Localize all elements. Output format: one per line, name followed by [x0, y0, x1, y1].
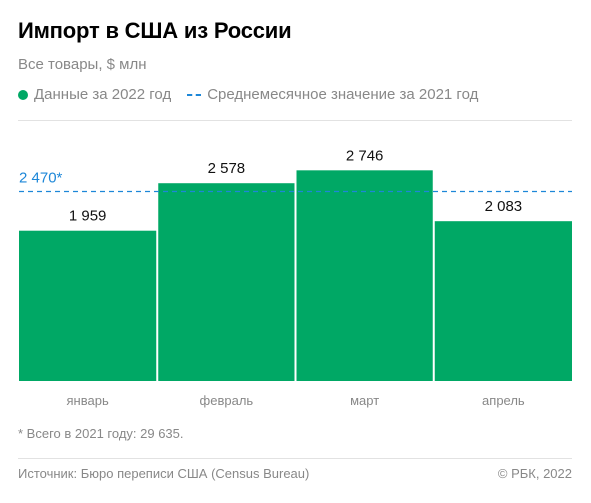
chart-title: Импорт в США из России: [18, 18, 292, 43]
x-tick-label-4: апрель: [482, 393, 525, 408]
legend-avg-swatch: [187, 93, 202, 96]
data-label-2: 2 578: [208, 160, 246, 177]
x-tick-label-1: январь: [67, 393, 109, 408]
bar-2: [158, 183, 295, 381]
chart-subtitle: Все товары, $ млн: [18, 56, 147, 73]
x-tick-label-2: февраль: [200, 393, 254, 408]
bar-3: [296, 170, 433, 381]
legend-bar-swatch: [18, 89, 28, 100]
copyright: © РБК, 2022: [497, 466, 572, 481]
x-tick-label-3: март: [350, 393, 379, 408]
legend-bar-label: Данные за 2022 год: [34, 86, 172, 103]
data-label-1: 1 959: [69, 208, 107, 225]
top-divider: [18, 120, 572, 121]
footnote: * Всего в 2021 году: 29 635.: [18, 426, 184, 441]
bar-4: [434, 221, 572, 381]
bar-1: [19, 230, 157, 381]
bottom-divider: [18, 458, 572, 459]
bar-chart: 1 959 январь 2 578 февраль 2 746 март 2 083 апр…: [19, 147, 572, 408]
legend: Данные за 2022 год Среднемесячное значен…: [18, 86, 478, 103]
source-note: Источник: Бюро переписи США (Census Bure…: [18, 466, 310, 481]
legend-avg-label: Среднемесячное значение за 2021 год: [207, 86, 479, 103]
data-label-3: 2 746: [346, 147, 384, 164]
data-label-4: 2 083: [485, 198, 523, 215]
avg-reference-label: 2 470*: [19, 169, 63, 186]
